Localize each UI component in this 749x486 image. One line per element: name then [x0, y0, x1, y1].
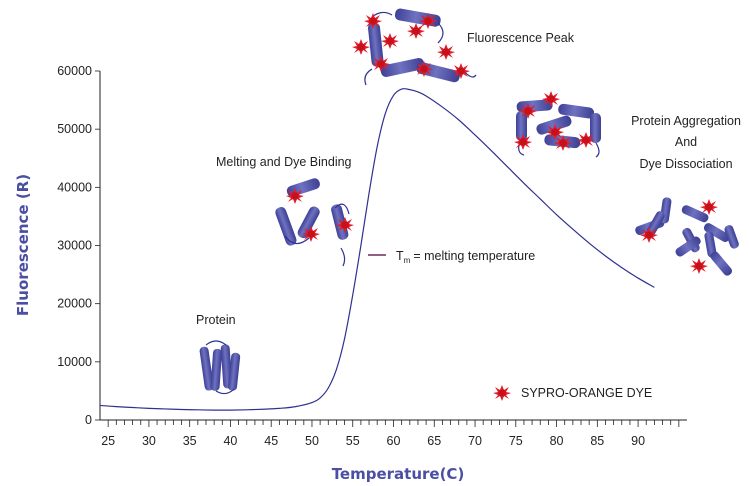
x-tick-label: 45 — [264, 434, 278, 448]
unfolded-protein-descending-illustration — [514, 91, 601, 158]
y-axis-title: Fluorescence (R) — [14, 174, 32, 316]
x-tick-label: 50 — [305, 434, 319, 448]
x-tick-label: 75 — [509, 434, 523, 448]
tm-subscript: m — [404, 256, 411, 265]
annotation-aggregation-2: And — [675, 135, 697, 149]
x-tick-label: 70 — [468, 434, 482, 448]
y-tick-label: 40000 — [57, 180, 92, 194]
x-axis-ticks: 25 30 35 40 45 50 55 60 65 70 75 80 85 90 — [101, 420, 680, 448]
dye-legend-label: SYPRO-ORANGE DYE — [521, 386, 652, 400]
melting-protein-illustration — [275, 178, 354, 267]
dye-legend-icon — [493, 385, 511, 401]
x-tick-label: 90 — [631, 434, 645, 448]
annotation-fluorescence-peak: Fluorescence Peak — [467, 31, 575, 45]
fluorescence-curve — [99, 88, 655, 411]
x-tick-label: 80 — [550, 434, 564, 448]
y-tick-label: 50000 — [57, 122, 92, 136]
tm-definition: = melting temperature — [413, 249, 535, 263]
annotation-protein: Protein — [196, 313, 236, 327]
x-tick-label: 55 — [346, 434, 360, 448]
x-tick-label: 30 — [142, 434, 156, 448]
x-tick-label: 65 — [427, 434, 441, 448]
annotation-aggregation-3: Dye Dissociation — [639, 157, 732, 171]
y-axis-ticks: 0 10000 20000 30000 40000 50000 60000 — [57, 64, 100, 427]
y-tick-label: 30000 — [57, 239, 92, 253]
x-tick-label: 60 — [387, 434, 401, 448]
unfolded-protein-peak-illustration — [352, 8, 477, 86]
aggregated-protein-illustration — [635, 197, 739, 276]
annotation-melting-dye-binding: Melting and Dye Binding — [216, 155, 352, 169]
y-tick-label: 0 — [85, 413, 92, 427]
x-tick-label: 25 — [101, 434, 115, 448]
y-tick-label: 20000 — [57, 297, 92, 311]
x-tick-label: 40 — [223, 434, 237, 448]
x-tick-label: 35 — [183, 434, 197, 448]
annotation-tm: Tm = melting temperature — [396, 249, 535, 265]
x-axis-title: Temperature(C) — [332, 465, 465, 483]
y-tick-label: 10000 — [57, 355, 92, 369]
annotation-aggregation-1: Protein Aggregation — [631, 114, 741, 128]
protein-folded-illustration — [199, 340, 241, 395]
x-tick-label: 85 — [590, 434, 604, 448]
y-tick-label: 60000 — [57, 64, 92, 78]
